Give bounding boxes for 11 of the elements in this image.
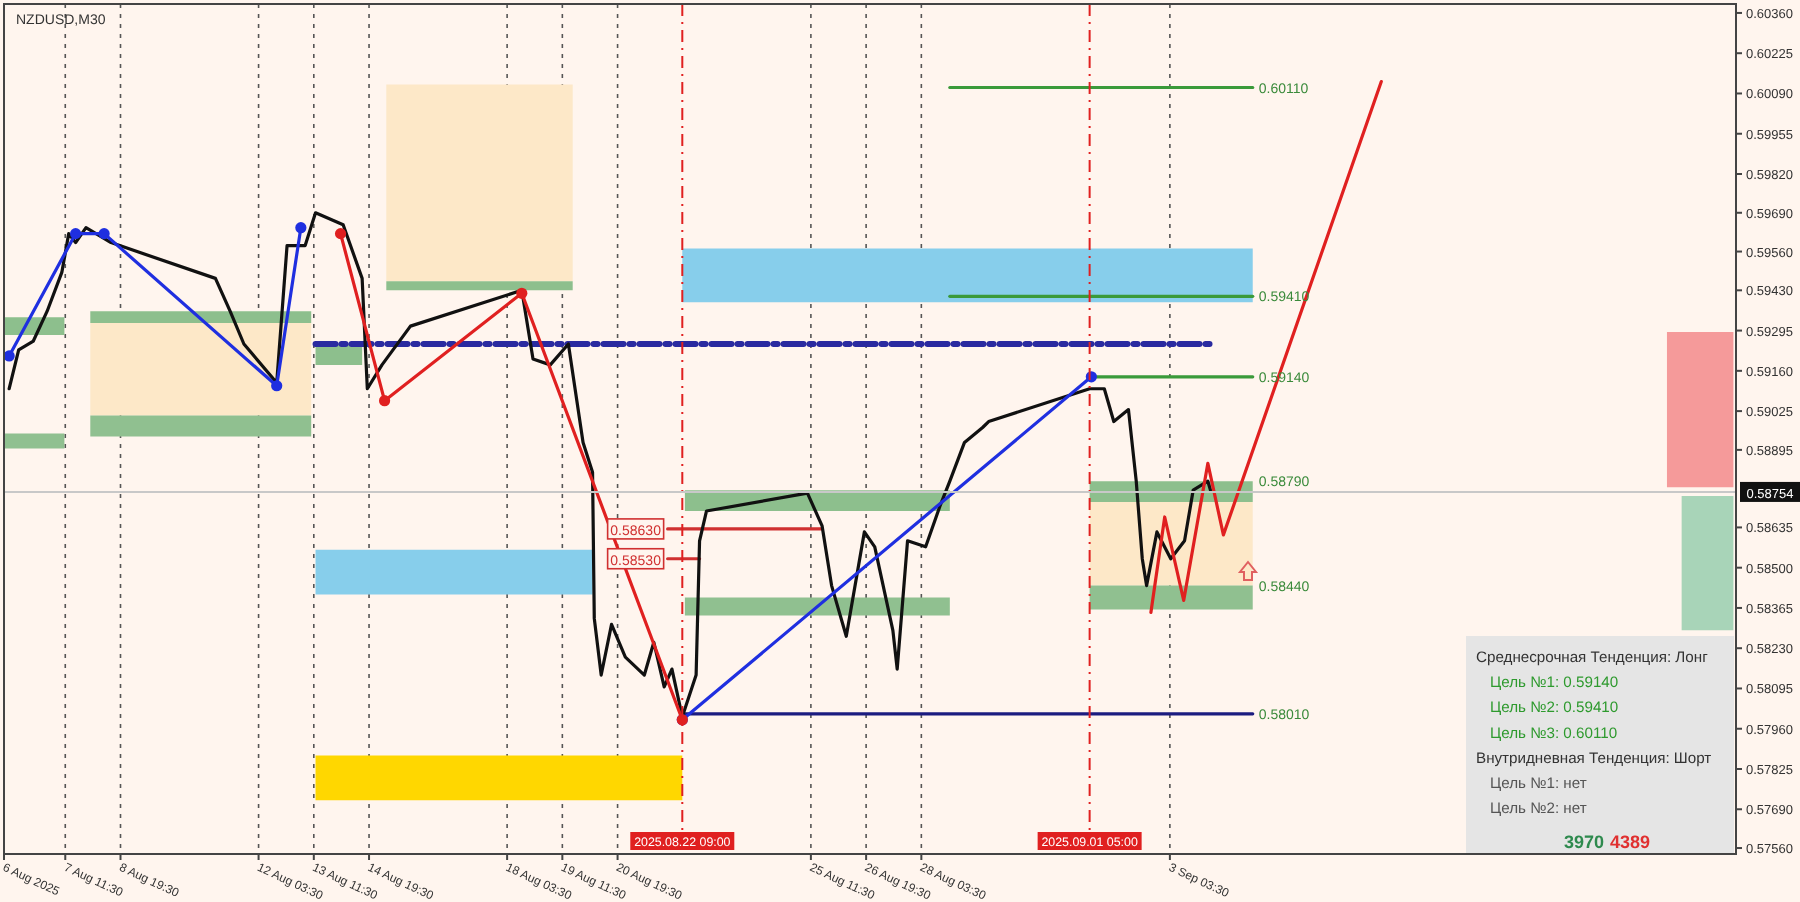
point <box>4 350 15 362</box>
point <box>70 228 82 240</box>
annotation: 4389 <box>1610 832 1651 852</box>
annotation: 3970 <box>1563 832 1604 852</box>
point <box>334 228 347 240</box>
point <box>516 287 528 299</box>
point <box>295 222 307 234</box>
point <box>98 228 110 240</box>
line-series <box>1149 79 1383 615</box>
point <box>378 395 391 407</box>
point <box>271 380 283 392</box>
